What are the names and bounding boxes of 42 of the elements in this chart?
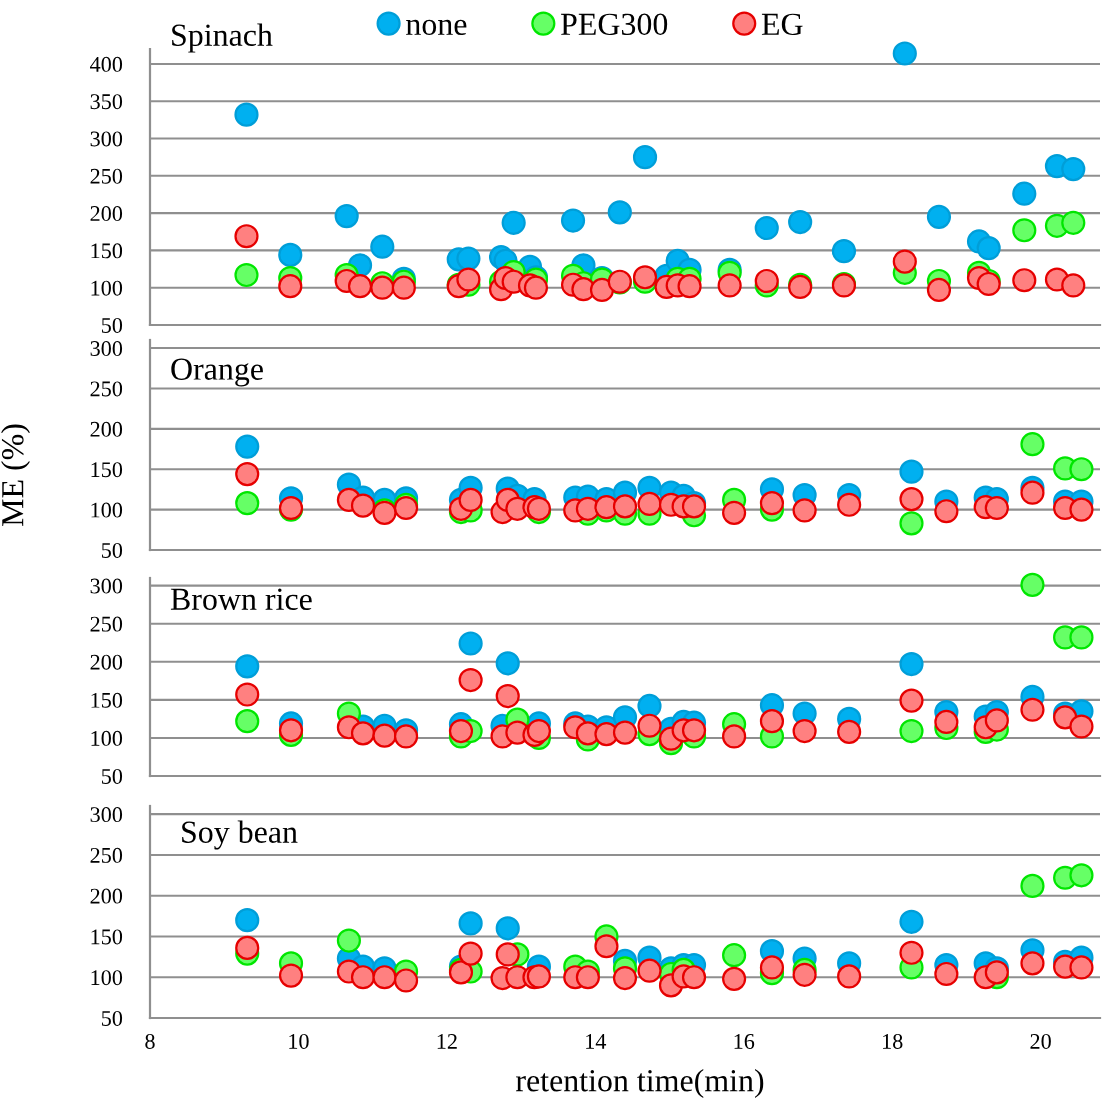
legend-label: PEG300 xyxy=(561,13,668,36)
y-tick-label: 250 xyxy=(90,847,123,863)
y-tick-label: 300 xyxy=(90,341,123,357)
legend-label: EG xyxy=(761,13,803,36)
x-tick-label: 12 xyxy=(437,1033,457,1049)
y-tick-label: 350 xyxy=(90,94,123,110)
y-tick-label: 150 xyxy=(91,692,123,708)
y-tick-label: 200 xyxy=(90,654,123,670)
y-tick-label: 100 xyxy=(91,730,123,746)
y-tick-label: 150 xyxy=(91,243,123,259)
x-tick-label: 18 xyxy=(883,1033,903,1049)
y-tick-label: 250 xyxy=(90,616,123,632)
legend-label: none xyxy=(406,19,467,36)
y-tick-label: 100 xyxy=(91,280,123,296)
y-tick-label: 250 xyxy=(90,381,123,397)
x-tick-label: 14 xyxy=(586,1034,607,1049)
y-tick-label: 50 xyxy=(101,317,123,333)
y-tick-label: 100 xyxy=(91,502,123,518)
y-tick-label: 300 xyxy=(90,807,123,823)
y-tick-label: 300 xyxy=(90,131,123,147)
chart-title: Brown rice xyxy=(170,588,312,610)
y-tick-label: 200 xyxy=(90,888,123,904)
y-tick-label: 50 xyxy=(101,1010,123,1026)
y-tick-label: 150 xyxy=(91,929,123,945)
text: Orange xyxy=(171,358,263,387)
y-tick-label: 400 xyxy=(90,56,123,72)
y-tick-label: 50 xyxy=(101,542,123,558)
x-tick-label: 16 xyxy=(734,1033,755,1049)
y-tick-label: 200 xyxy=(90,206,123,222)
chart-title: Soy bean xyxy=(182,820,298,850)
x-tick-label: 20 xyxy=(1030,1033,1051,1049)
y-tick-label: 200 xyxy=(90,421,123,437)
chart-title: Spinach xyxy=(172,23,273,53)
x-axis-title: retention time(min) xyxy=(516,1069,764,1098)
y-tick-label: 300 xyxy=(90,578,123,594)
y-tick-label: 50 xyxy=(101,768,123,784)
x-tick-label: 8 xyxy=(145,1033,155,1049)
y-tick-label: 100 xyxy=(91,970,123,986)
y-tick-label: 150 xyxy=(91,462,123,478)
y-tick-label: 250 xyxy=(90,168,123,184)
x-tick-label: 10 xyxy=(289,1033,309,1049)
y-axis-title: ME (%) xyxy=(1,424,30,526)
